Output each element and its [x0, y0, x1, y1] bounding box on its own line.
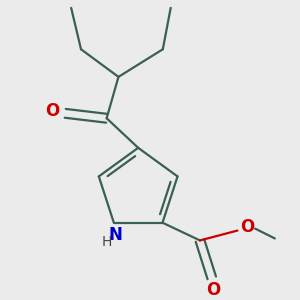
Text: O: O — [207, 281, 221, 299]
Text: N: N — [109, 226, 123, 244]
Text: O: O — [45, 102, 60, 120]
Text: H: H — [102, 236, 112, 249]
Text: O: O — [240, 218, 254, 236]
